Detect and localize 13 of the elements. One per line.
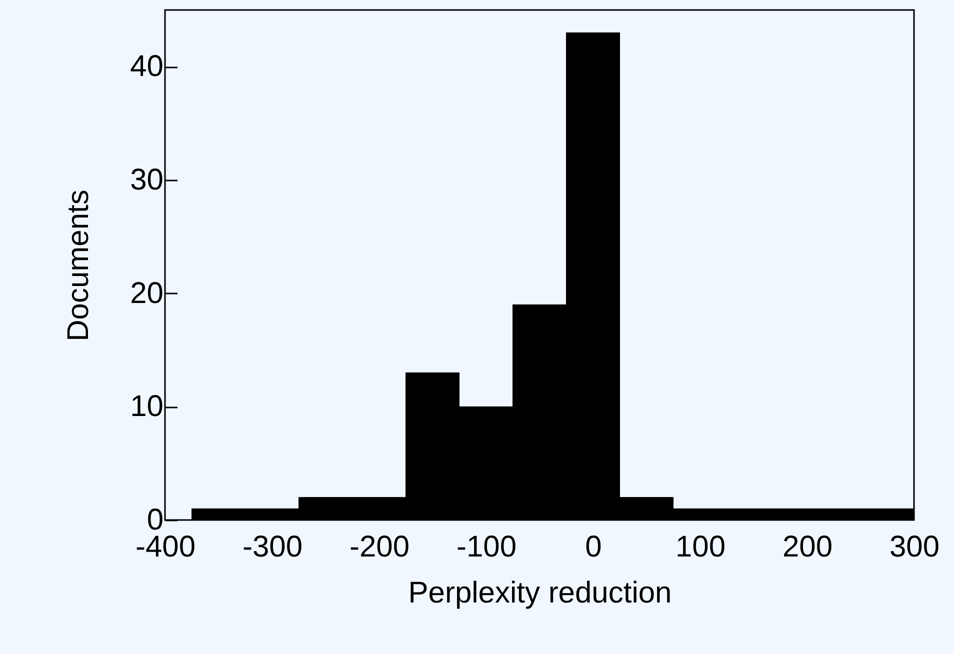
y-tick-label: 10 <box>130 390 164 424</box>
x-tick-label: -200 <box>349 530 410 564</box>
y-tick-label: 40 <box>130 50 164 84</box>
x-tick-label: -300 <box>242 530 303 564</box>
y-tick-label: 30 <box>130 164 164 196</box>
x-tick-label: 300 <box>889 530 940 564</box>
y-axis-title: Documents <box>62 190 96 342</box>
x-tick-label: 100 <box>675 530 726 564</box>
y-tick-label: 20 <box>130 276 164 310</box>
x-tick-label: -100 <box>456 530 517 564</box>
x-axis-title: Perplexity reduction <box>408 576 672 610</box>
x-tick-label: 0 <box>585 530 602 564</box>
x-tick-label: 200 <box>782 530 833 564</box>
